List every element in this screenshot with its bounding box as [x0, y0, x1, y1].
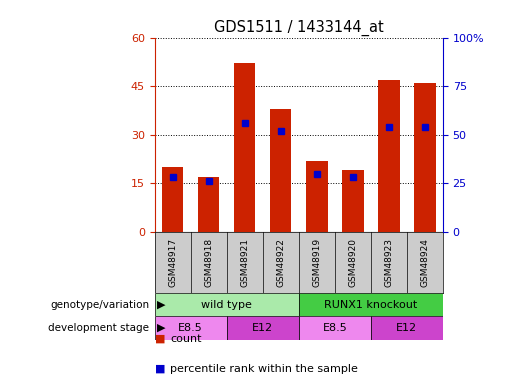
Bar: [306, 160, 328, 232]
Text: wild type: wild type: [201, 300, 252, 310]
Text: GSM48923: GSM48923: [384, 238, 393, 287]
Bar: [234, 63, 255, 232]
Bar: [342, 170, 364, 232]
Bar: [154, 316, 227, 340]
Text: GSM48917: GSM48917: [168, 238, 177, 287]
Text: GSM48919: GSM48919: [312, 238, 321, 287]
Title: GDS1511 / 1433144_at: GDS1511 / 1433144_at: [214, 20, 384, 36]
Text: GSM48921: GSM48921: [240, 238, 249, 287]
Text: GSM48920: GSM48920: [348, 238, 357, 287]
Bar: [227, 316, 299, 340]
Text: E12: E12: [252, 323, 273, 333]
Bar: [162, 167, 183, 232]
Text: genotype/variation: genotype/variation: [50, 300, 149, 310]
Text: RUNX1 knockout: RUNX1 knockout: [324, 300, 418, 310]
Text: E8.5: E8.5: [322, 323, 347, 333]
Text: development stage: development stage: [48, 323, 149, 333]
Bar: [414, 83, 436, 232]
Text: ▶: ▶: [157, 300, 166, 310]
Text: ■: ■: [154, 334, 165, 344]
Bar: [378, 80, 400, 232]
Text: E8.5: E8.5: [178, 323, 203, 333]
Text: count: count: [170, 334, 201, 344]
Bar: [154, 293, 299, 316]
Text: percentile rank within the sample: percentile rank within the sample: [170, 364, 358, 374]
Text: ■: ■: [154, 364, 165, 374]
Bar: [299, 316, 371, 340]
Text: E12: E12: [396, 323, 418, 333]
Bar: [299, 293, 443, 316]
Bar: [371, 316, 443, 340]
Bar: [270, 109, 291, 232]
Text: GSM48918: GSM48918: [204, 238, 213, 287]
Text: ▶: ▶: [157, 323, 166, 333]
Text: GSM48924: GSM48924: [420, 238, 430, 287]
Text: GSM48922: GSM48922: [276, 238, 285, 287]
Bar: [198, 177, 219, 232]
